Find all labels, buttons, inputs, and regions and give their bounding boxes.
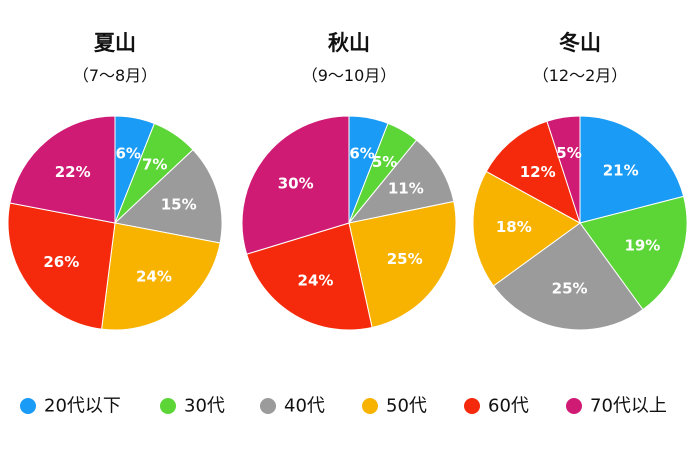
legend-label: 30代	[184, 396, 225, 417]
legend-label: 60代	[488, 396, 529, 417]
slice-label: 18%	[496, 218, 532, 236]
pie-slice-6	[241, 115, 350, 255]
slice-label: 24%	[136, 268, 172, 286]
pie-chart-1: 夏山 （7〜8月） 6%7% 15% 24% 26% 22%	[7, 31, 223, 331]
pie-chart-2: 秋山 （9〜10月） 6%5% 11% 25% 24% 30%	[241, 31, 457, 331]
pie-slice-2	[579, 195, 688, 311]
pie-slice-4	[101, 222, 221, 331]
pie-subtitle: （12〜2月）	[533, 66, 628, 85]
pie-subtitle: （7〜8月）	[73, 66, 157, 85]
slice-label: 12%	[520, 163, 556, 181]
pie-slice-5	[485, 120, 581, 225]
slice-label: 11%	[388, 180, 424, 198]
pie-title: 夏山	[94, 31, 136, 55]
legend-item-2: 30代	[160, 396, 225, 417]
slice-label: 5%	[372, 153, 397, 171]
slice-label: 25%	[552, 280, 588, 298]
legend-label: 70代以上	[590, 396, 667, 417]
slice-label: 6%	[115, 145, 140, 163]
legend-swatch	[20, 398, 36, 414]
slice-label: 7%	[142, 156, 167, 174]
legend-item-4: 50代	[362, 396, 427, 417]
pie-slice-6	[546, 115, 581, 224]
legend-swatch	[566, 398, 582, 414]
pie-slice-3	[492, 222, 644, 331]
pie-slice-5	[246, 222, 373, 331]
legend-label: 20代以下	[44, 396, 121, 417]
legend-item-3: 40代	[260, 396, 325, 417]
legend-swatch	[464, 398, 480, 414]
legend: 20代以下 30代 40代 50代 60代 70代以上	[20, 396, 667, 417]
slice-label: 5%	[556, 144, 581, 162]
pie-slice-4	[348, 200, 457, 329]
slice-label: 30%	[278, 175, 314, 193]
slice-label: 21%	[603, 162, 639, 180]
legend-swatch	[362, 398, 378, 414]
pie-title: 秋山	[328, 31, 370, 55]
slice-label: 22%	[55, 163, 91, 181]
pie-slice-5	[7, 202, 116, 330]
slice-label: 24%	[298, 271, 334, 289]
pie-slice-3	[113, 149, 223, 244]
slice-label: 26%	[43, 253, 79, 271]
legend-swatch	[160, 398, 176, 414]
slice-label: 25%	[387, 250, 423, 268]
legend-swatch	[260, 398, 276, 414]
pie-title: 冬山	[559, 31, 601, 55]
pie-slice-1	[579, 115, 685, 224]
pie-slice-3	[347, 139, 455, 224]
pie-chart-3: 冬山 （12〜2月） 21% 19% 25% 18% 12%5%	[472, 31, 688, 331]
slice-label: 15%	[161, 196, 197, 214]
slice-label: 6%	[349, 145, 374, 163]
pie-subtitle: （9〜10月）	[302, 66, 397, 85]
pie-slice-4	[472, 170, 581, 287]
slice-label: 19%	[624, 237, 660, 255]
legend-label: 40代	[284, 396, 325, 417]
legend-item-1: 20代以下	[20, 396, 121, 417]
legend-label: 50代	[386, 396, 427, 417]
legend-item-6: 70代以上	[566, 396, 667, 417]
pie-slice-6	[9, 115, 116, 224]
legend-item-5: 60代	[464, 396, 529, 417]
